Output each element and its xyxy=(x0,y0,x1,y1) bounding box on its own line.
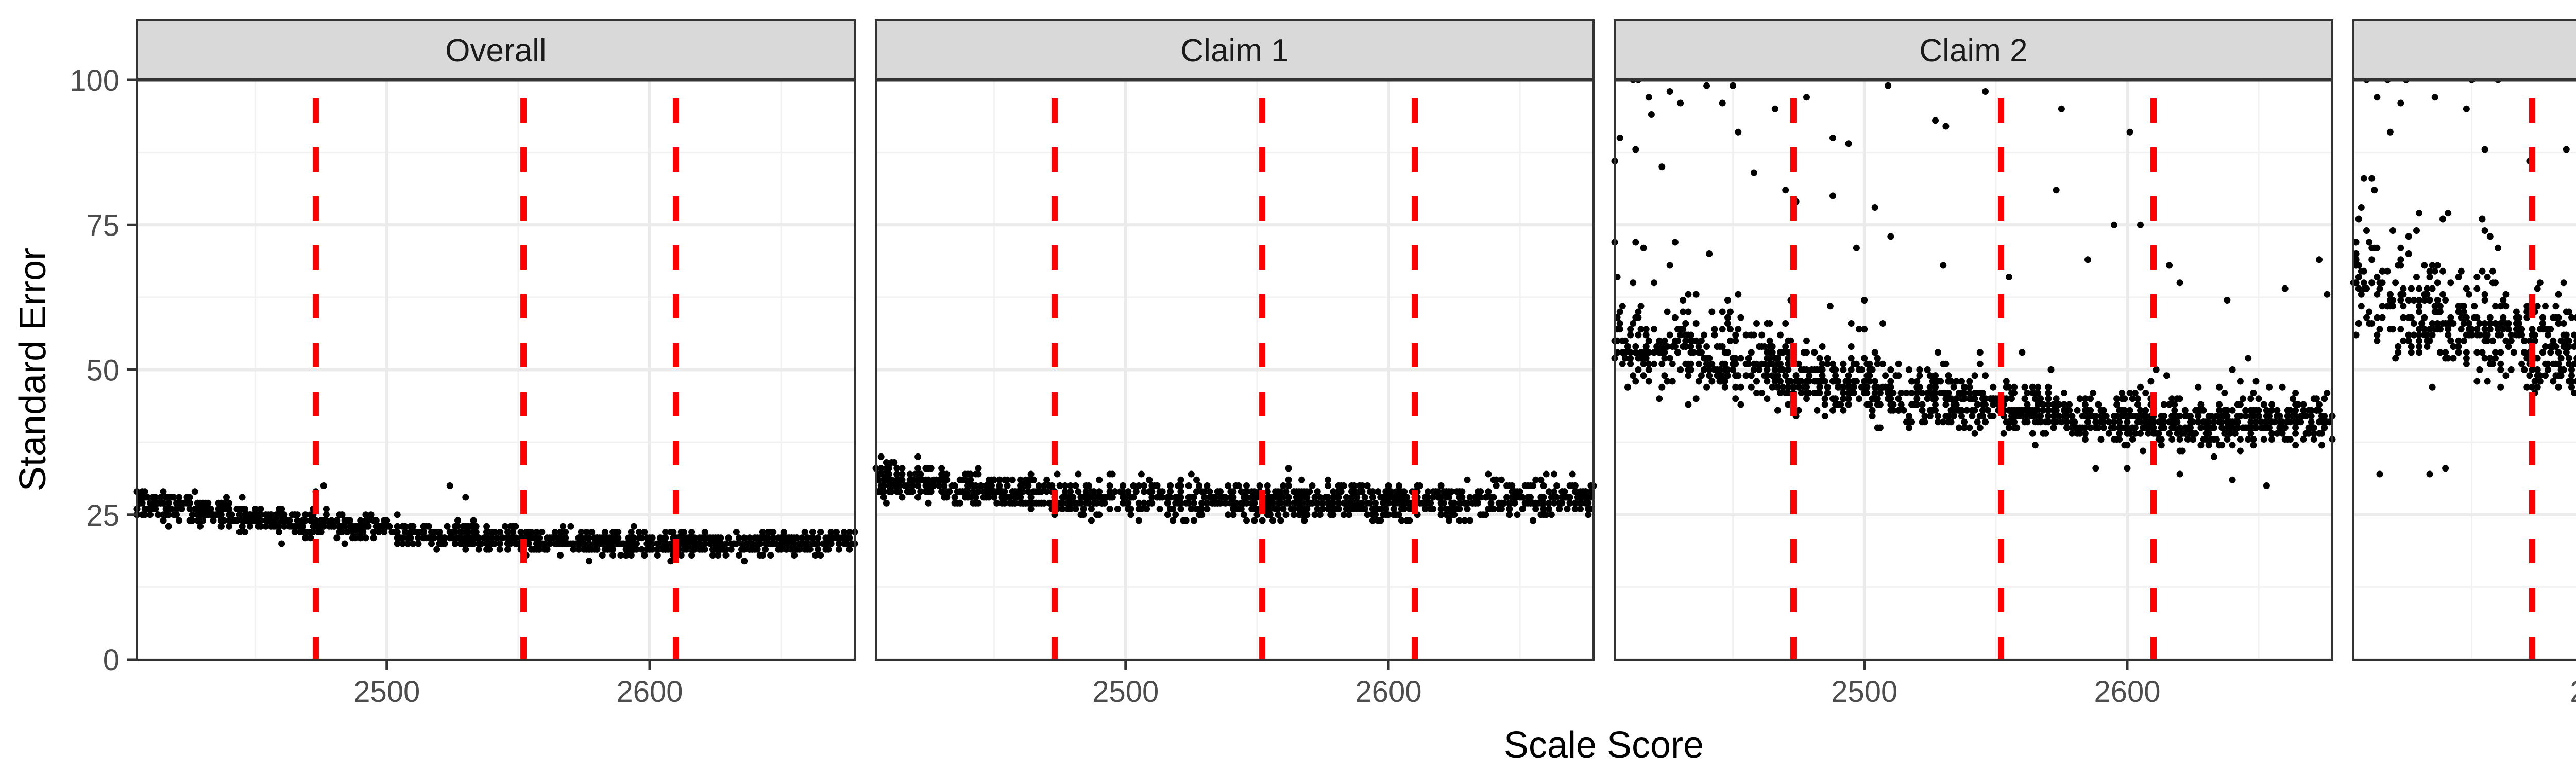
y-tick-label: 100 xyxy=(70,64,120,97)
cut-score-lines xyxy=(312,80,680,660)
facet-strip-label: Claim 2 xyxy=(1919,33,2027,69)
y-tick-label: 75 xyxy=(86,209,120,242)
x-tick-label: 2500 xyxy=(2570,675,2576,709)
x-tick-label: 2500 xyxy=(353,675,420,709)
x-tick-label: 2600 xyxy=(1355,675,1421,709)
x-tick-label: 2600 xyxy=(616,675,683,709)
gridlines xyxy=(876,78,1594,661)
x-axis-ticks: 2500 2600 xyxy=(1831,660,2161,709)
cut-score-lines xyxy=(1790,80,2157,660)
facet-strip-label: Claim 1 xyxy=(1180,33,1289,69)
y-tick-label: 50 xyxy=(86,354,120,388)
x-tick-label: 2600 xyxy=(2094,675,2160,709)
cut-score-lines xyxy=(1051,80,1418,660)
y-axis-title: Standard Error xyxy=(12,248,54,491)
facet-strip-label: Overall xyxy=(445,33,546,69)
y-axis: 0 25 50 75 100 xyxy=(70,64,137,677)
x-axis-ticks: 2500 2600 xyxy=(1092,660,1422,709)
panel-claim-2: Claim 2 2500 2600 xyxy=(1611,19,2336,709)
y-tick-label: 25 xyxy=(86,499,120,532)
panel-claim-3: Claim 325002600 xyxy=(2350,19,2576,709)
facet-strip xyxy=(2352,19,2576,81)
x-axis-ticks: 2500 2600 xyxy=(353,660,683,709)
panel-border xyxy=(2352,79,2576,661)
facet-strip xyxy=(875,19,1595,81)
x-tick-label: 2500 xyxy=(1092,675,1159,709)
panel-overall: Overall 2500 2600 xyxy=(133,19,858,709)
panel-claim-1: Claim 1 2500 2600 xyxy=(872,19,1597,709)
y-tick-label: 0 xyxy=(103,644,120,677)
cut-score-lines xyxy=(2529,80,2535,660)
x-tick-label: 2500 xyxy=(1831,675,1897,709)
facet-strip xyxy=(1614,19,2333,81)
scatter-points xyxy=(1611,76,2336,489)
scatter-points xyxy=(133,482,858,565)
x-axis-title: Scale Score xyxy=(1504,725,1704,766)
